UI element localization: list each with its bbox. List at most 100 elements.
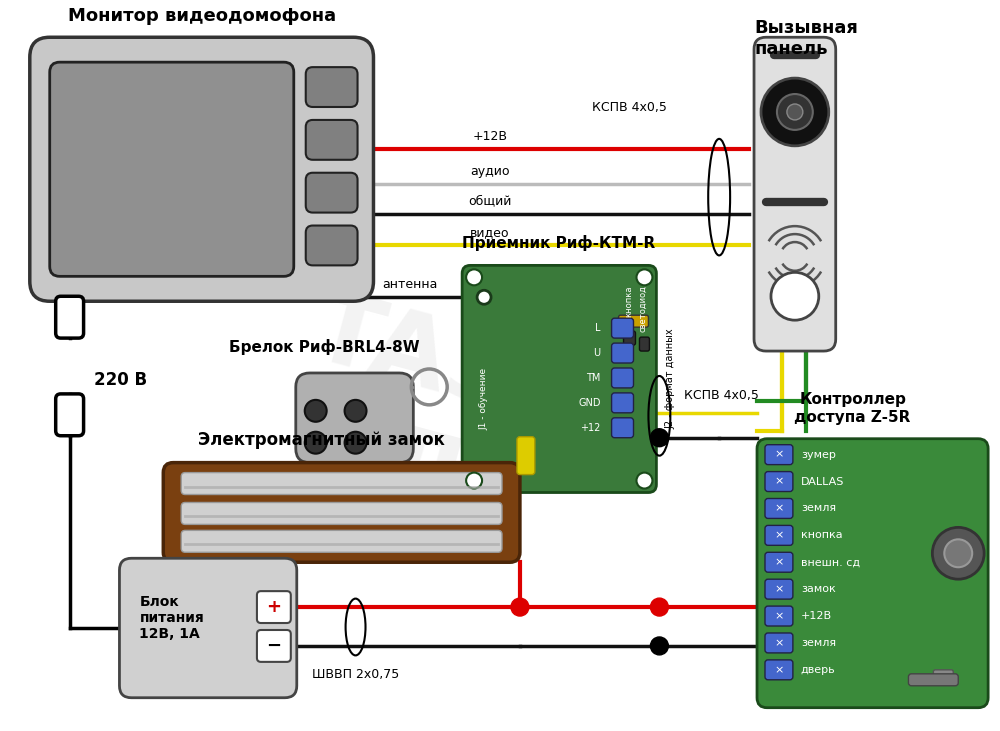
FancyBboxPatch shape (612, 418, 633, 438)
Text: видео: видео (470, 227, 510, 240)
Text: ×: × (774, 664, 784, 675)
Circle shape (787, 104, 803, 120)
Text: J2 - формат данных: J2 - формат данных (665, 329, 675, 429)
Text: ×: × (774, 477, 784, 487)
Circle shape (636, 269, 652, 285)
FancyBboxPatch shape (517, 436, 535, 474)
Text: Монитор видеодомофона: Монитор видеодомофона (68, 7, 336, 26)
Circle shape (944, 539, 972, 567)
Text: КСПВ 4х0,5: КСПВ 4х0,5 (684, 390, 759, 402)
FancyBboxPatch shape (612, 393, 633, 413)
Text: общий: общий (468, 194, 512, 208)
Text: +: + (266, 598, 281, 616)
FancyBboxPatch shape (30, 37, 373, 301)
Text: L: L (595, 323, 601, 333)
Text: ×: × (774, 638, 784, 648)
FancyBboxPatch shape (306, 120, 358, 160)
Text: Брелок Риф-BRL4-8W: Брелок Риф-BRL4-8W (229, 339, 420, 355)
Circle shape (511, 598, 529, 616)
FancyBboxPatch shape (296, 373, 413, 463)
FancyBboxPatch shape (765, 444, 793, 465)
FancyBboxPatch shape (619, 315, 648, 327)
FancyBboxPatch shape (306, 173, 358, 213)
Text: −: − (266, 637, 281, 655)
FancyBboxPatch shape (765, 553, 793, 572)
Text: Контроллер
доступа Z-5R: Контроллер доступа Z-5R (794, 393, 911, 425)
Text: замок: замок (801, 584, 836, 594)
FancyBboxPatch shape (765, 526, 793, 545)
Text: зумер: зумер (801, 450, 836, 460)
Circle shape (932, 527, 984, 579)
Text: аудио: аудио (470, 164, 510, 178)
Text: светодиод: светодиод (638, 285, 647, 332)
Text: Приемник Риф-КТМ-R: Приемник Риф-КТМ-R (462, 235, 655, 251)
FancyBboxPatch shape (257, 630, 291, 662)
Text: ×: × (774, 584, 784, 594)
FancyBboxPatch shape (639, 337, 649, 351)
Text: земля: земля (801, 504, 836, 513)
FancyBboxPatch shape (181, 531, 502, 553)
Text: ×: × (774, 504, 784, 513)
Text: антенна: антенна (383, 279, 438, 291)
FancyBboxPatch shape (612, 343, 633, 363)
FancyBboxPatch shape (56, 296, 84, 338)
FancyBboxPatch shape (765, 579, 793, 599)
FancyBboxPatch shape (612, 368, 633, 388)
Text: GND: GND (578, 398, 601, 408)
FancyBboxPatch shape (765, 499, 793, 518)
Text: земля: земля (801, 638, 836, 648)
Text: Электромагнитный замок: Электромагнитный замок (198, 431, 445, 449)
FancyBboxPatch shape (181, 473, 502, 494)
Circle shape (305, 400, 327, 422)
Text: ×: × (774, 450, 784, 460)
FancyBboxPatch shape (933, 670, 953, 680)
Circle shape (345, 400, 367, 422)
Text: +12: +12 (580, 423, 601, 433)
Text: КСПВ 4х0,5: КСПВ 4х0,5 (592, 101, 667, 114)
FancyBboxPatch shape (757, 439, 988, 708)
FancyBboxPatch shape (612, 318, 633, 338)
Circle shape (345, 432, 367, 454)
FancyBboxPatch shape (56, 394, 84, 436)
Circle shape (477, 290, 491, 304)
Text: внешн. сд: внешн. сд (801, 557, 860, 567)
FancyBboxPatch shape (50, 62, 294, 276)
Text: 220 В: 220 В (94, 371, 147, 389)
Text: +12В: +12В (473, 130, 508, 143)
Circle shape (305, 432, 327, 454)
FancyBboxPatch shape (765, 660, 793, 680)
FancyBboxPatch shape (765, 606, 793, 626)
FancyBboxPatch shape (163, 463, 520, 562)
FancyBboxPatch shape (306, 67, 358, 107)
Text: кнопка: кнопка (801, 531, 842, 540)
FancyBboxPatch shape (257, 591, 291, 623)
Circle shape (650, 429, 668, 447)
Text: TM: TM (586, 373, 601, 383)
Circle shape (777, 94, 813, 130)
Text: J1 - обучение: J1 - обучение (480, 368, 489, 430)
Circle shape (636, 473, 652, 488)
Circle shape (771, 273, 819, 320)
Text: ×: × (774, 531, 784, 540)
FancyBboxPatch shape (765, 471, 793, 491)
Text: Вызывная
панель: Вызывная панель (754, 19, 858, 58)
Circle shape (466, 269, 482, 285)
Text: кнопка: кнопка (624, 285, 633, 317)
Text: +12В: +12В (801, 611, 832, 621)
FancyBboxPatch shape (181, 502, 502, 524)
Text: ШВВП 2х0,75: ШВВП 2х0,75 (312, 668, 399, 681)
Text: U: U (593, 348, 601, 358)
Circle shape (761, 78, 829, 146)
Text: ×: × (774, 611, 784, 621)
FancyBboxPatch shape (765, 633, 793, 653)
Text: TAЗ
АД: TAЗ АД (272, 283, 528, 539)
Text: ×: × (774, 557, 784, 567)
FancyBboxPatch shape (624, 331, 635, 345)
Text: Блок
питания
12В, 1А: Блок питания 12В, 1А (139, 595, 204, 641)
Text: DALLAS: DALLAS (801, 477, 844, 487)
Circle shape (650, 637, 668, 655)
FancyBboxPatch shape (754, 37, 836, 351)
Circle shape (650, 598, 668, 616)
FancyBboxPatch shape (306, 226, 358, 265)
FancyBboxPatch shape (908, 674, 958, 686)
